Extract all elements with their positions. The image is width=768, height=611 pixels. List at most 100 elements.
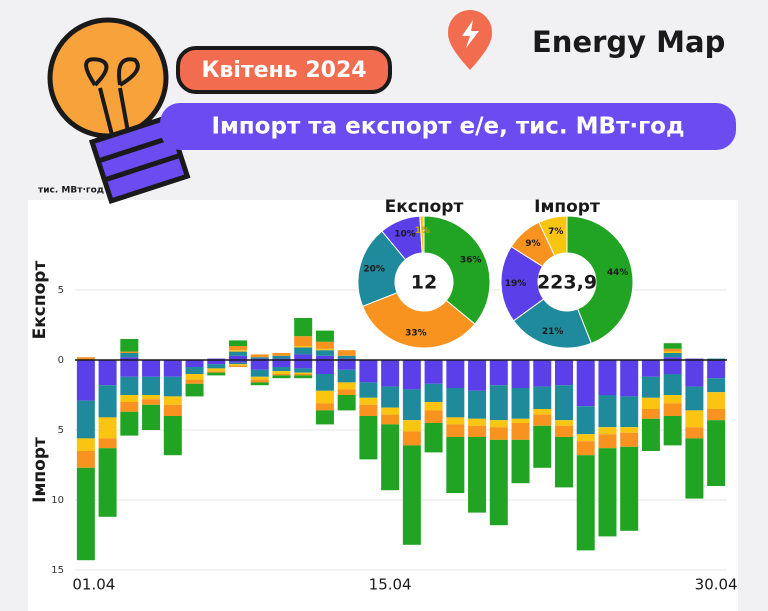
bar-segment — [229, 364, 247, 366]
bar-segment — [337, 382, 356, 390]
bar-segment — [120, 357, 139, 360]
bar-segment — [337, 389, 356, 395]
bar-segment — [489, 420, 508, 428]
bar-segment — [163, 396, 182, 405]
bar-segment — [337, 355, 356, 359]
x-tick-label: 01.04 — [72, 576, 115, 594]
bar-segment — [315, 348, 334, 351]
bar-segment — [446, 437, 465, 493]
bar-segment — [272, 360, 291, 367]
bar-segment — [641, 360, 660, 377]
bar-segment — [337, 360, 356, 370]
bar-segment — [555, 360, 573, 386]
bar-segment — [98, 385, 117, 418]
bar-segment — [381, 407, 400, 415]
bar-segment — [511, 423, 530, 440]
bar-segment — [663, 353, 682, 358]
y-tick-label: 5 — [58, 425, 64, 436]
bar-segment — [576, 455, 595, 551]
bar-segment — [272, 374, 291, 376]
bar-segment — [641, 418, 660, 451]
bar-segment — [598, 427, 617, 435]
title: Імпорт та експорт е/е, тис. МВт·год — [211, 114, 684, 140]
bar-segment — [163, 404, 182, 416]
bar-segment — [229, 346, 247, 351]
bar-segment — [142, 395, 161, 400]
bar-segment — [294, 374, 313, 376]
bar-segment — [533, 360, 552, 387]
pie-value-label: 36% — [460, 256, 482, 266]
bar-segment — [250, 357, 269, 359]
bar-segment — [468, 390, 487, 419]
brand: Energy Map — [532, 25, 725, 59]
bar-segment — [359, 404, 378, 416]
bar-segment — [250, 354, 269, 358]
bar-segment — [424, 383, 443, 402]
bar-segment — [142, 404, 161, 430]
bar-segment — [120, 395, 139, 402]
pie-title: Імпорт — [534, 197, 600, 217]
bar-segment — [229, 355, 247, 360]
bar-segment — [315, 330, 334, 342]
bar-segment — [272, 355, 291, 359]
bar-segment — [685, 386, 704, 411]
bar-segment — [598, 434, 617, 449]
bar-segment — [489, 439, 508, 526]
bar-segment — [76, 467, 95, 561]
bar-segment — [555, 425, 573, 437]
bar-segment — [641, 376, 660, 398]
bar-segment — [620, 446, 639, 531]
bar-segment — [533, 386, 552, 409]
bar-segment — [402, 360, 421, 390]
bar-segment — [402, 389, 421, 421]
bar-segment — [120, 339, 139, 352]
bar-segment — [294, 375, 313, 379]
bar-segment — [663, 357, 682, 360]
bar-segment — [381, 360, 400, 387]
pie-value-label: 21% — [542, 327, 564, 337]
bar-segment — [120, 360, 139, 377]
bar-segment — [294, 347, 313, 355]
bar-segment — [315, 341, 334, 349]
bar-segment — [207, 371, 226, 373]
bar-segment — [685, 360, 704, 387]
bar-segment — [315, 360, 334, 374]
bar-segment — [315, 410, 334, 425]
bar-segment — [98, 417, 117, 439]
bar-segment — [555, 420, 573, 426]
bar-segment — [707, 378, 726, 393]
bar-segment — [511, 360, 530, 388]
bar-segment — [468, 360, 487, 391]
pie-hole — [395, 253, 453, 311]
bar-segment — [424, 423, 443, 453]
bar-segment — [359, 360, 378, 383]
bar-segment — [294, 336, 313, 346]
bar-segment — [402, 445, 421, 545]
bar-segment — [381, 424, 400, 491]
brand-logo — [448, 10, 492, 70]
bar-segment — [446, 360, 465, 388]
bar-segment — [229, 351, 247, 356]
bar-segment — [685, 410, 704, 428]
bar-segment — [185, 367, 204, 374]
bar-segment — [685, 427, 704, 439]
bar-segment — [663, 416, 682, 446]
bar-segment — [663, 351, 682, 353]
bar-segment — [315, 350, 334, 356]
pie-title: Експорт — [385, 197, 464, 217]
bar-segment — [120, 376, 139, 395]
bar-segment — [207, 368, 226, 372]
bar-segment — [489, 360, 508, 386]
bar-segment — [533, 425, 552, 468]
bar-segment — [446, 424, 465, 437]
y-tick-label: 10 — [51, 495, 64, 506]
y-tick-label: 15 — [51, 565, 64, 576]
bar-segment — [468, 418, 487, 426]
bar-segment — [359, 382, 378, 398]
bar-segment — [76, 360, 95, 401]
bar-segment — [402, 431, 421, 446]
bar-segment — [315, 403, 334, 411]
date-pill — [176, 46, 392, 94]
bar-segment — [468, 425, 487, 437]
bar-segment — [294, 346, 313, 348]
